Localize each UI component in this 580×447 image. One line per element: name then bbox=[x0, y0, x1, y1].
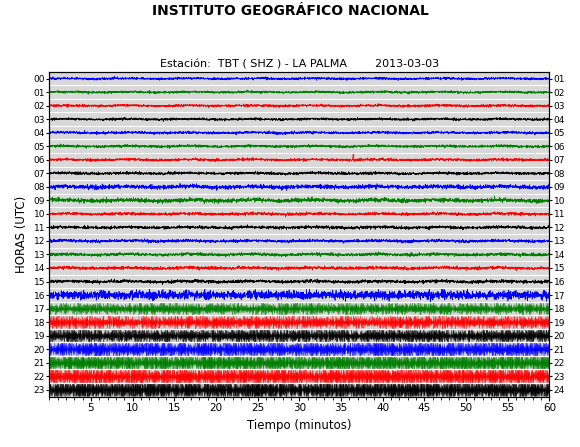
X-axis label: Tiempo (minutos): Tiempo (minutos) bbox=[247, 419, 351, 432]
Y-axis label: HORAS (UTC): HORAS (UTC) bbox=[15, 195, 28, 273]
Title: Estación:  TBT ( SHZ ) - LA PALMA        2013-03-03: Estación: TBT ( SHZ ) - LA PALMA 2013-03… bbox=[160, 59, 439, 70]
Text: INSTITUTO GEOGRÁFICO NACIONAL: INSTITUTO GEOGRÁFICO NACIONAL bbox=[151, 4, 429, 18]
